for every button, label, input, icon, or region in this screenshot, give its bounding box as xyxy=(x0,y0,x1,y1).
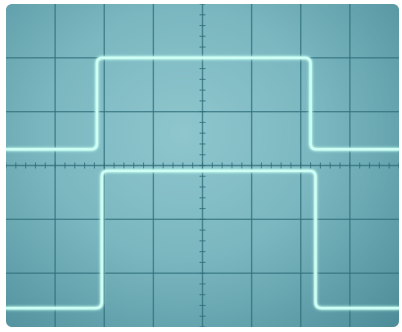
traces xyxy=(6,55,399,311)
oscilloscope-display xyxy=(6,4,399,327)
oscilloscope-screen xyxy=(6,4,399,327)
upper-trace xyxy=(6,56,399,151)
graticule xyxy=(6,4,399,327)
lower-trace xyxy=(6,169,399,310)
